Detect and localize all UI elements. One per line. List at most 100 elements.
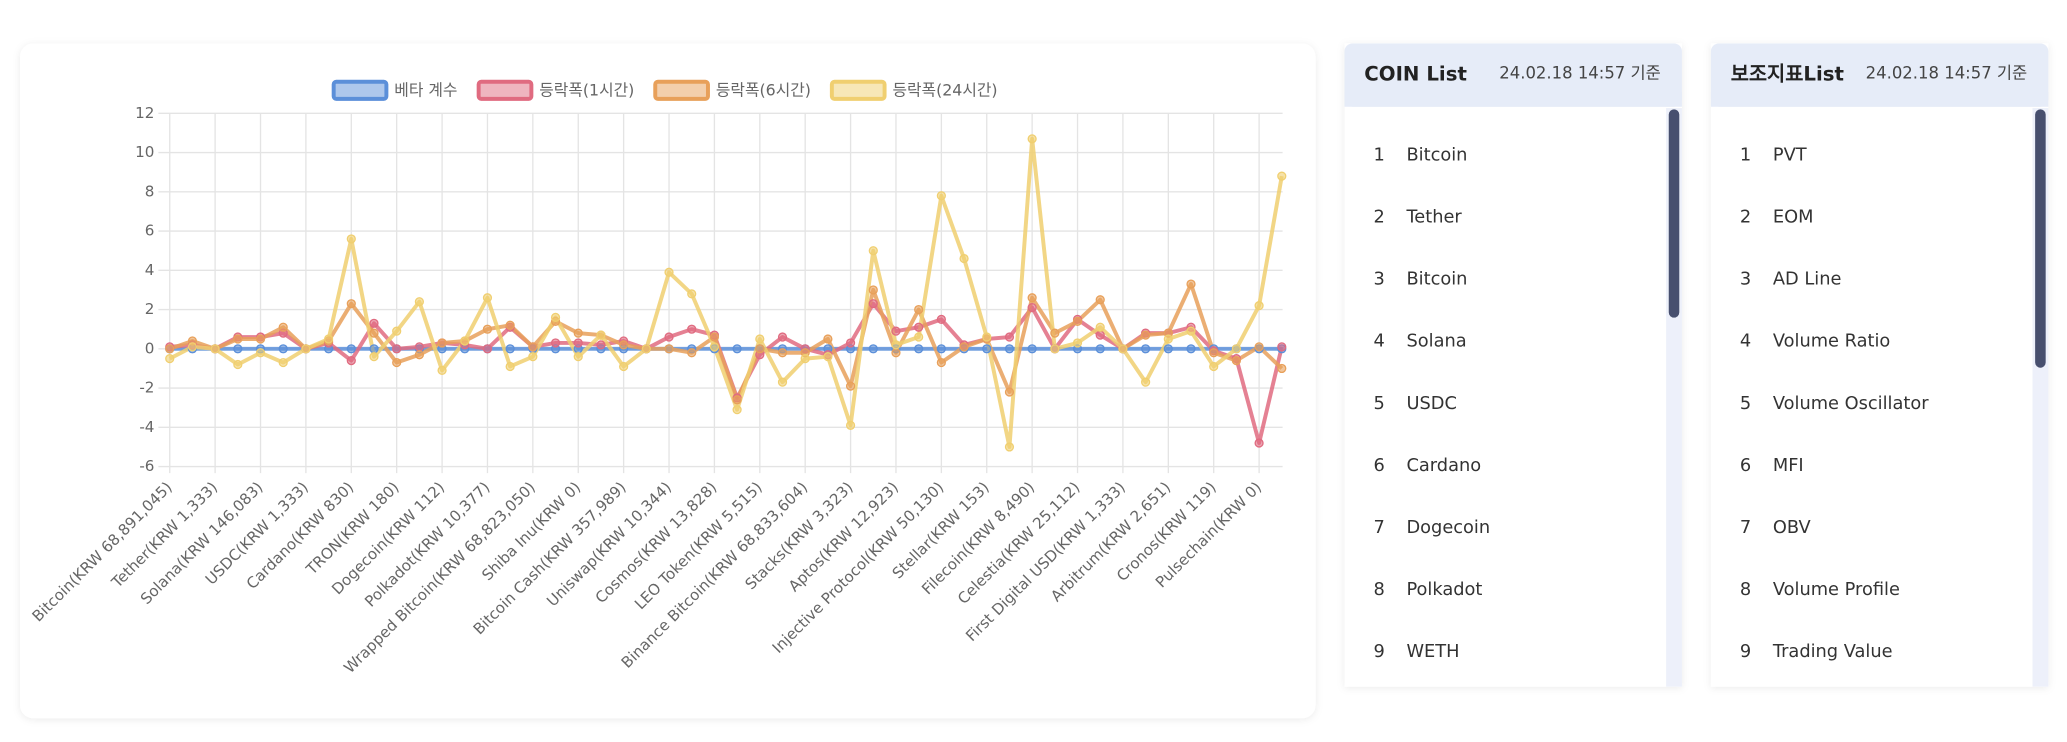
data-point [1072,338,1083,348]
list-rank[interactable]: 3 [1374,269,1385,290]
scroll-thumb[interactable] [1668,109,1680,318]
data-point [233,334,243,344]
list-rank[interactable]: 1 [1374,145,1385,166]
list-name[interactable]: MFI [1773,455,1804,476]
data-point [1118,344,1128,354]
data-point [392,357,402,368]
list-name[interactable]: OBV [1773,517,1812,538]
data-point [1095,322,1105,332]
list-rank[interactable]: 8 [1374,579,1385,600]
list-rank[interactable]: 8 [1740,579,1751,600]
list-rank[interactable]: 7 [1740,517,1751,538]
list-name[interactable]: Trading Value [1772,641,1893,662]
data-point [1095,344,1105,354]
list-rank[interactable]: 7 [1374,517,1385,538]
data-point [346,344,356,354]
data-point [1004,387,1015,397]
list-name[interactable]: Solana [1406,331,1466,352]
legend-label: 베타 계수 [394,80,457,99]
list-name[interactable]: Cardano [1406,455,1481,476]
list-name[interactable]: Dogecoin [1406,517,1490,538]
list-name[interactable]: EOM [1773,207,1814,228]
legend-label: 등락폭(24시간) [892,80,997,99]
list-rank[interactable]: 4 [1374,331,1385,352]
legend-swatch [331,79,389,101]
data-point [482,293,493,303]
list-name[interactable]: Bitcoin [1406,269,1467,290]
data-point [505,361,515,372]
data-point [323,334,334,344]
list-rank[interactable]: 9 [1740,641,1751,662]
data-point [233,359,243,370]
data-point [482,324,493,334]
data-point [755,334,765,344]
list-rank[interactable]: 3 [1740,269,1751,290]
list-rank[interactable]: 6 [1374,455,1385,476]
list-rank[interactable]: 9 [1374,641,1385,662]
data-point [1095,295,1105,305]
list-name[interactable]: Volume Profile [1773,579,1900,600]
y-tick-label: -2 [139,379,154,397]
data-point [687,289,697,299]
list-name[interactable]: USDC [1406,393,1456,414]
data-point [732,395,742,405]
data-point [914,344,924,354]
list-name[interactable]: AD Line [1773,269,1842,290]
coin-list-panel: COIN List 24.02.18 14:57 기준 1 Bitcoin 2 Tet… [1344,43,1682,687]
data-point [732,344,742,354]
data-point [1209,348,1219,358]
data-point [868,285,878,295]
list-name[interactable]: Volume Ratio [1773,331,1890,352]
y-tick-label: 4 [145,261,155,279]
data-point [868,299,878,309]
list-rank[interactable]: 2 [1740,207,1751,228]
list-rank[interactable]: 5 [1374,393,1385,414]
data-point [1050,344,1060,354]
legend-swatch [653,79,710,101]
data-point [1027,134,1037,144]
list-name[interactable]: Volume Oscillator [1773,393,1929,414]
data-point [709,332,720,342]
scroll-thumb[interactable] [2035,109,2046,368]
data-point [823,352,833,362]
data-point [982,344,992,354]
data-point [1004,332,1015,342]
data-point [959,342,969,352]
list-name[interactable]: Bitcoin [1406,145,1467,166]
list-name[interactable]: PVT [1773,145,1807,166]
data-point [777,332,788,342]
data-point [891,326,901,336]
list-rank[interactable]: 6 [1740,455,1751,476]
data-point [1027,293,1037,303]
panel-title: 보조지표List [1731,63,1844,86]
data-point [528,352,538,362]
list-rank[interactable]: 5 [1740,393,1751,414]
data-point [1095,330,1105,340]
data-point [732,405,742,415]
list-name[interactable]: WETH [1406,641,1459,662]
data-point [369,318,379,328]
data-point [936,314,946,324]
data-point [755,344,765,354]
data-point [165,344,175,354]
legend-swatch [829,79,887,101]
data-point [1163,334,1173,344]
list-rank[interactable]: 1 [1740,145,1751,166]
list-rank[interactable]: 4 [1740,331,1751,352]
data-point [573,328,583,338]
data-point [505,320,515,330]
data-point [1231,355,1242,366]
indicator-list-panel: 보조지표List 24.02.18 14:57 기준 1 PVT 2 EOM 3 AD L… [1710,43,2049,687]
list-name[interactable]: Tether [1405,207,1462,228]
data-point [573,338,583,348]
data-point [914,304,924,315]
data-point [982,332,992,342]
data-point [414,342,424,352]
legend-label: 등락폭(6시간) [716,80,811,99]
y-tick-label: 12 [135,104,154,122]
list-name[interactable]: Polkadot [1406,579,1482,600]
data-point [1004,442,1015,452]
list-rank[interactable]: 2 [1374,207,1385,228]
data-point [891,348,901,358]
